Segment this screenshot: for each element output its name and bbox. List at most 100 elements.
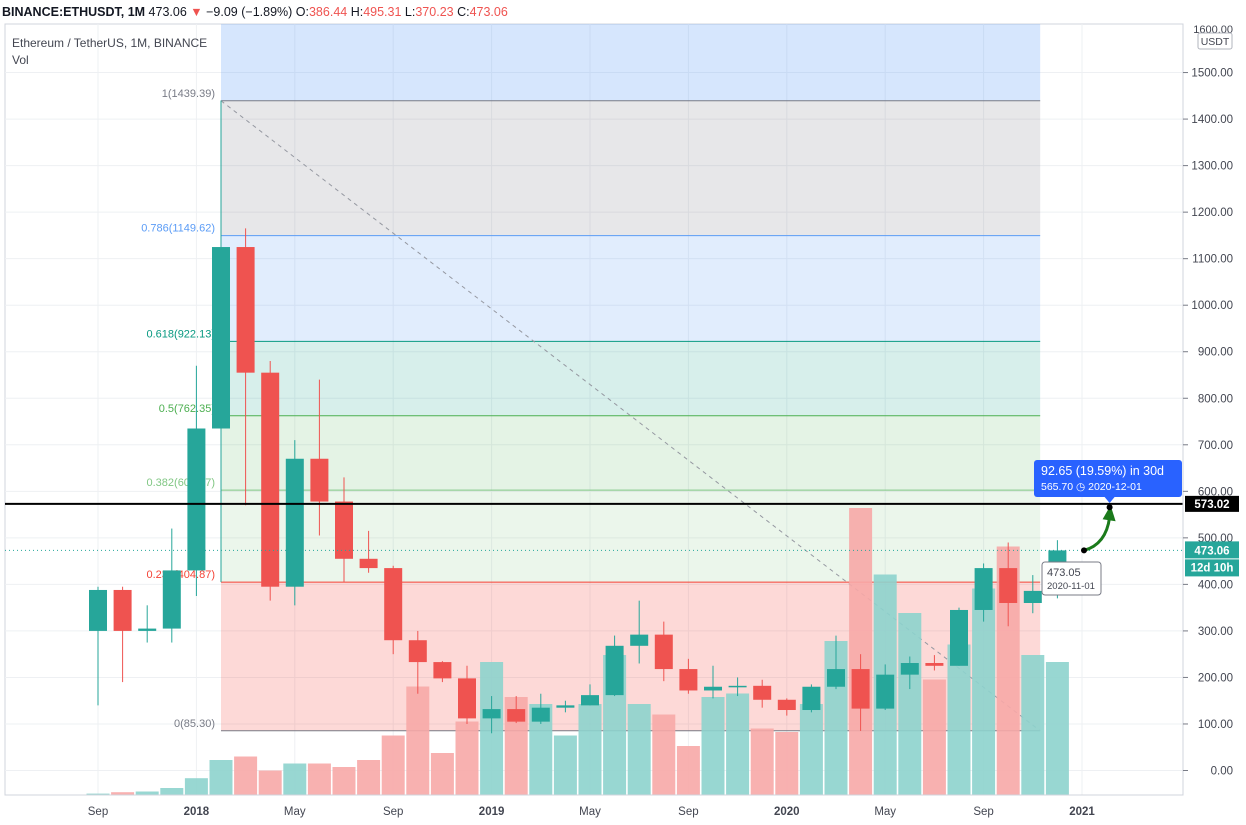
volume-bar[interactable] <box>529 704 553 795</box>
volume-bar[interactable] <box>357 760 381 795</box>
candle-body[interactable] <box>433 662 452 679</box>
volume-bar[interactable] <box>307 763 331 796</box>
volume-bar[interactable] <box>701 697 725 795</box>
price-axis-label: 0.00 <box>1211 766 1233 778</box>
volume-bar[interactable] <box>135 791 159 796</box>
volume-bar[interactable] <box>726 693 750 796</box>
candle-body[interactable] <box>359 558 378 569</box>
volume-bar[interactable] <box>849 508 873 795</box>
volume-bar[interactable] <box>455 721 479 796</box>
volume-bar[interactable] <box>160 788 184 795</box>
candle-body[interactable] <box>384 568 403 641</box>
volume-bar[interactable] <box>209 760 233 795</box>
volume-bar[interactable] <box>799 704 823 795</box>
candle-body[interactable] <box>654 634 673 670</box>
candle-body[interactable] <box>138 628 157 631</box>
candle-body[interactable] <box>581 695 599 706</box>
candle-body[interactable] <box>851 669 870 709</box>
volume-bar[interactable] <box>578 704 602 795</box>
volume-bar[interactable] <box>553 735 577 796</box>
projection-label-main: 92.65 (19.59%) in 30d <box>1041 464 1164 478</box>
candle-body[interactable] <box>777 699 796 711</box>
last-price-badge-label: 473.06 <box>1194 545 1229 557</box>
currency-badge[interactable] <box>1197 32 1233 50</box>
candle-body[interactable] <box>531 707 550 722</box>
candle-body[interactable] <box>408 640 427 663</box>
volume-bar[interactable] <box>86 793 110 795</box>
volume-bar[interactable] <box>676 746 700 795</box>
high-label: H: <box>350 5 364 19</box>
projection-arrow-head <box>1102 505 1116 522</box>
candle-body[interactable] <box>827 669 845 687</box>
volume-bar[interactable] <box>972 588 996 796</box>
candle-body[interactable] <box>310 458 329 502</box>
candle-body[interactable] <box>482 709 501 719</box>
volume-bar[interactable] <box>922 679 946 796</box>
projection-label[interactable] <box>1034 460 1182 497</box>
fib-level-label: 1(1439.39) <box>162 88 215 100</box>
countdown-badge <box>1185 559 1239 577</box>
volume-bar[interactable] <box>652 714 676 796</box>
open-label: O: <box>295 5 309 19</box>
volume-bar[interactable] <box>996 546 1020 796</box>
time-axis-label: Sep <box>383 806 403 818</box>
fib-zone-top <box>221 24 1041 101</box>
volume-bar[interactable] <box>332 767 356 795</box>
volume-bar[interactable] <box>627 704 651 795</box>
volume-bar[interactable] <box>258 770 282 796</box>
fib-level-label: 0(85.30) <box>174 718 215 730</box>
volume-bar[interactable] <box>406 686 430 796</box>
volume-bar[interactable] <box>430 753 454 795</box>
candle-body[interactable] <box>507 709 526 722</box>
candle-body[interactable] <box>999 568 1018 603</box>
volume-bar[interactable] <box>283 763 307 796</box>
projection-arrow[interactable] <box>1083 517 1112 552</box>
volume-bar[interactable] <box>184 778 208 795</box>
volume-legend: Vol <box>12 53 29 67</box>
candle-body[interactable] <box>236 247 255 373</box>
candle-body[interactable] <box>876 674 895 709</box>
candle-body[interactable] <box>802 686 821 711</box>
candle-body[interactable] <box>753 685 772 700</box>
volume-bar[interactable] <box>111 792 135 795</box>
candle-body[interactable] <box>556 705 575 708</box>
volume-bar[interactable] <box>947 644 971 796</box>
fib-level-label: 0.618(922.13) <box>147 328 216 340</box>
candle-body[interactable] <box>261 372 280 587</box>
candle-body[interactable] <box>335 501 353 559</box>
candle-body[interactable] <box>728 685 747 688</box>
volume-bar[interactable] <box>898 613 922 795</box>
volume-bar[interactable] <box>1021 655 1045 795</box>
candle-body[interactable] <box>679 669 698 691</box>
candle-body[interactable] <box>458 678 476 719</box>
last-price-value: 473.06 <box>148 5 187 19</box>
candle-body[interactable] <box>925 663 944 666</box>
candle-body[interactable] <box>630 634 649 646</box>
candle-body[interactable] <box>187 428 206 571</box>
down-arrow-icon: ▼ <box>190 5 203 19</box>
time-axis-label: May <box>284 806 306 818</box>
candle-body[interactable] <box>89 589 107 631</box>
candle-body[interactable] <box>285 458 304 587</box>
volume-bar[interactable] <box>750 728 774 796</box>
fib-zone <box>221 341 1041 416</box>
candle-body[interactable] <box>605 645 624 696</box>
candle-body[interactable] <box>212 247 230 429</box>
volume-bar[interactable] <box>775 732 799 795</box>
candle-body[interactable] <box>113 589 132 631</box>
volume-bar[interactable] <box>381 735 405 796</box>
candle-body[interactable] <box>950 609 968 666</box>
candle-body[interactable] <box>704 686 722 691</box>
point-tooltip <box>1041 561 1102 596</box>
candle-body[interactable] <box>974 568 993 610</box>
projection-label-sub: 565.70 ◷ 2020-12-01 <box>1041 481 1142 493</box>
volume-bar[interactable] <box>1045 662 1069 795</box>
candle-body[interactable] <box>900 663 919 675</box>
price-axis-label: 1100.00 <box>1192 254 1233 266</box>
candle-body[interactable] <box>162 570 181 629</box>
symbol-name[interactable]: BINANCE:ETHUSDT, 1M <box>2 5 146 19</box>
candle-body[interactable] <box>1023 590 1042 603</box>
volume-bar[interactable] <box>234 756 258 796</box>
low-label: L: <box>404 5 416 19</box>
